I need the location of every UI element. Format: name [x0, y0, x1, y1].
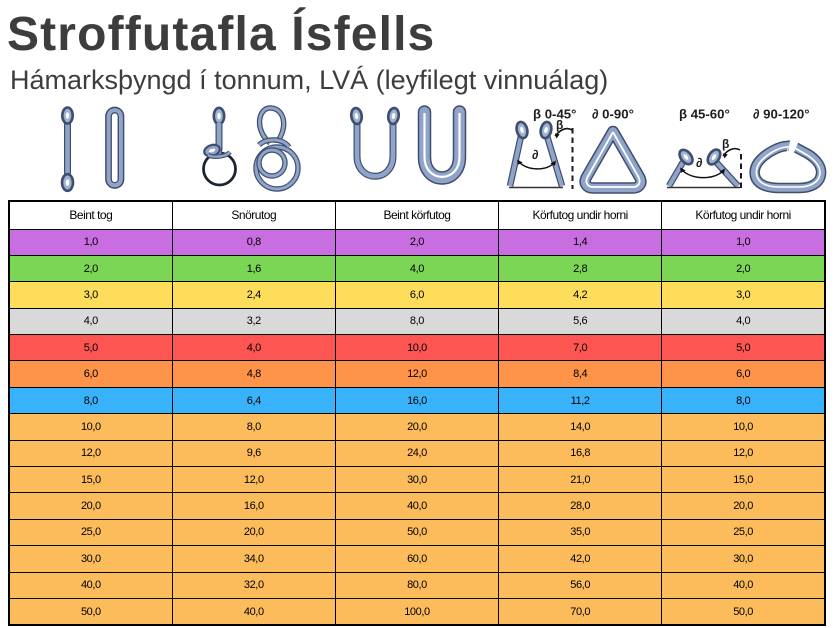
svg-text:∂: ∂: [696, 155, 702, 170]
svg-text:∂: ∂: [532, 147, 538, 162]
svg-text:β: β: [556, 118, 563, 132]
svg-text:∂ 90-120°: ∂ 90-120°: [753, 107, 810, 122]
svg-text:∂ 0-90°: ∂ 0-90°: [592, 107, 634, 122]
svg-text:β: β: [722, 137, 729, 151]
svg-text:β 45-60°: β 45-60°: [679, 107, 730, 122]
svg-text:β 0-45°: β 0-45°: [533, 107, 576, 122]
